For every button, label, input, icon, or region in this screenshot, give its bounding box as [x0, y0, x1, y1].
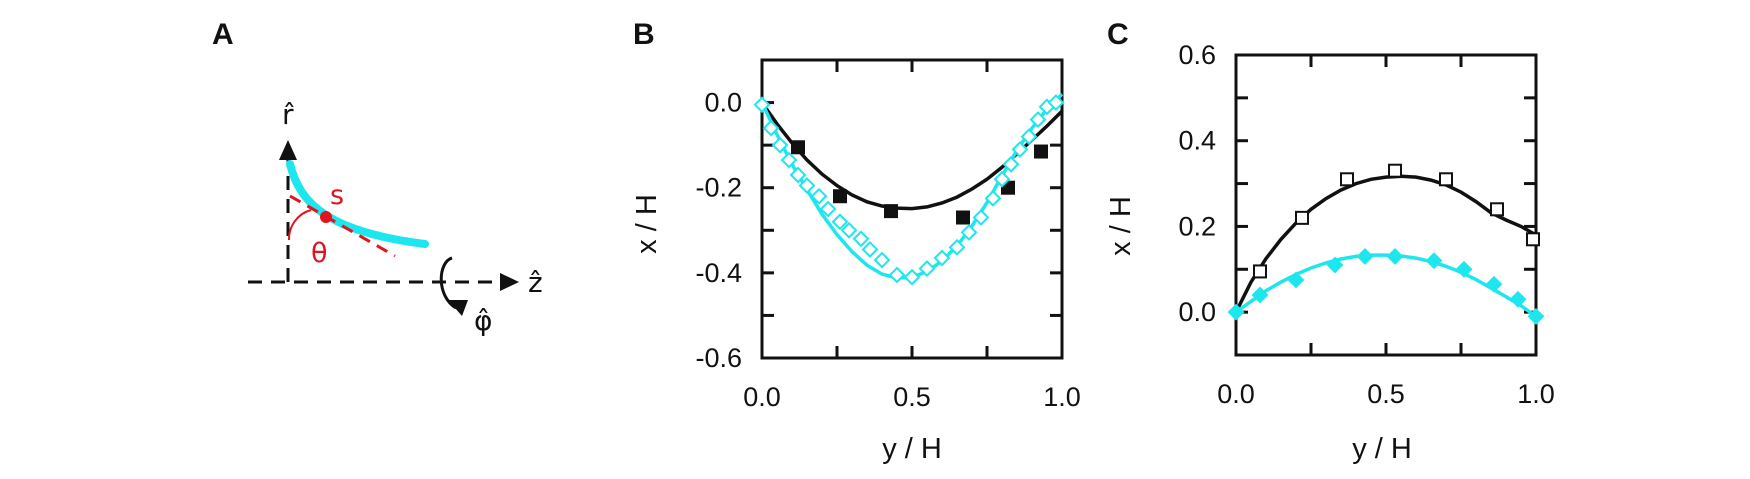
filament-curve: [290, 164, 425, 244]
chart-c-cyan-point: [1487, 277, 1501, 291]
chart-b-black-point: [834, 190, 846, 202]
chart-c-cyan-point: [1511, 292, 1525, 306]
r-hat-label: r̂: [282, 98, 294, 131]
chart-c: 0.0 0.5 1.0 0.6 0.4 0.2 0.0: [1178, 40, 1554, 409]
chart-b-cyan-point: [905, 270, 919, 284]
chart-c-y-tick-label: 0.4: [1178, 126, 1216, 156]
chart-c-cyan-point: [1457, 262, 1471, 276]
chart-b-y-tick-label: -0.4: [695, 258, 742, 288]
chart-b-cyan-point: [863, 242, 877, 256]
chart-b-black-point: [957, 212, 969, 224]
chart-c-y-tick-label: 0.6: [1178, 40, 1216, 70]
chart-c-x-tick-label: 0.0: [1217, 379, 1255, 409]
chart-b-y-tick-label: -0.2: [695, 173, 742, 203]
chart-b-ylabel: x / H: [631, 194, 663, 254]
chart-c-black-point: [1254, 265, 1266, 277]
chart-c-y-tick-label: 0.0: [1178, 297, 1216, 327]
s-label: s: [330, 180, 344, 211]
chart-c-black-point: [1491, 203, 1503, 215]
chart-c-black-point: [1296, 212, 1308, 224]
chart-c-x-tick-label: 1.0: [1517, 379, 1555, 409]
chart-b-y-tick-label: -0.6: [695, 343, 742, 373]
chart-b-cyan-point: [854, 232, 868, 246]
r-axis-arrow-icon: [279, 140, 297, 160]
chart-b-x-tick-label: 0.0: [743, 382, 781, 412]
panel-a-label: A: [212, 18, 234, 51]
panel-b-label: B: [633, 18, 655, 51]
chart-c-ylabel: x / H: [1105, 196, 1137, 256]
panel-c-label: C: [1107, 18, 1129, 51]
chart-c-xlabel: y / H: [1352, 433, 1412, 465]
chart-c-cyan-point: [1358, 249, 1372, 263]
chart-b: 0.0 0.5 1.0 0.0 -0.2 -0.4 -0.6: [695, 60, 1080, 412]
chart-c-black-point: [1389, 165, 1401, 177]
chart-c-cyan-point: [1388, 249, 1402, 263]
chart-c-black-point: [1341, 173, 1353, 185]
panel-a-schematic: A r̂ ẑ φ̂ s θ: [212, 18, 543, 337]
chart-b-cyan-point: [875, 253, 889, 267]
chart-b-x-tick-label: 1.0: [1043, 382, 1081, 412]
chart-c-y-tick-label: 0.2: [1178, 211, 1216, 241]
chart-c-x-tick-label: 0.5: [1367, 379, 1405, 409]
theta-label: θ: [311, 238, 328, 269]
chart-b-y-tick-label: 0.0: [704, 88, 742, 118]
z-axis-arrow-icon: [500, 273, 519, 291]
chart-b-black-point: [792, 141, 804, 153]
chart-c-black-point: [1440, 173, 1452, 185]
rotation-arrow-icon: [448, 300, 468, 316]
chart-b-cyan-point: [890, 268, 904, 282]
arclength-point: [320, 211, 332, 223]
theta-arc: [289, 210, 311, 240]
chart-c-black-fit-line: [1236, 176, 1536, 312]
chart-b-black-point: [1035, 146, 1047, 158]
z-hat-label: ẑ: [528, 266, 543, 299]
chart-c-black-point: [1527, 233, 1539, 245]
chart-b-x-tick-label: 0.5: [893, 382, 931, 412]
chart-b-black-point: [885, 205, 897, 217]
chart-b-xlabel: y / H: [882, 433, 942, 465]
phi-hat-label: φ̂: [474, 304, 492, 337]
